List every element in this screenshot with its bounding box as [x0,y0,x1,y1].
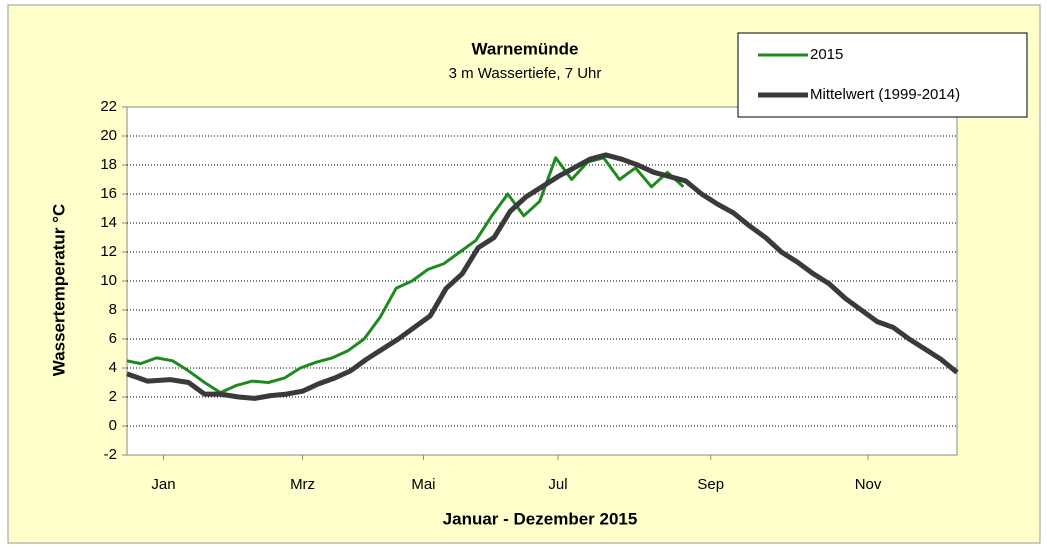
x-tick-label: Mai [411,476,435,493]
data-line [126,152,959,401]
legend [737,32,1028,118]
legend-label: Mittelwert (1999-2014) [810,86,960,103]
y-tick-label: 12 [100,243,117,260]
y-tick-label: 8 [109,301,117,318]
x-tick-label: Mrz [290,476,315,493]
legend-label: 2015 [810,46,843,63]
x-tick-label: Jul [548,476,567,493]
chart-title: Warnemünde [471,39,578,58]
y-tick-label: 0 [109,417,117,434]
x-tick-label: Nov [855,476,882,493]
y-tick-label: 20 [100,127,117,144]
y-tick-label: 14 [100,214,117,231]
y-tick-label: 4 [109,359,117,376]
y-tick-label: 2 [109,388,117,405]
y-tick-label: 10 [100,272,117,289]
y-tick-label: 16 [100,185,117,202]
y-tick-label: 6 [109,330,117,347]
x-tick-label: Sep [697,476,724,493]
x-axis-label: Januar - Dezember 2015 [443,509,638,528]
chart-subtitle: 3 m Wassertiefe, 7 Uhr [449,65,602,82]
y-tick-label: 18 [100,156,117,173]
x-tick-label: Jan [151,476,175,493]
y-tick-label: -2 [104,446,117,463]
y-tick-label: 22 [100,98,117,115]
y-axis-label: Wassertemperatur °C [49,204,68,376]
